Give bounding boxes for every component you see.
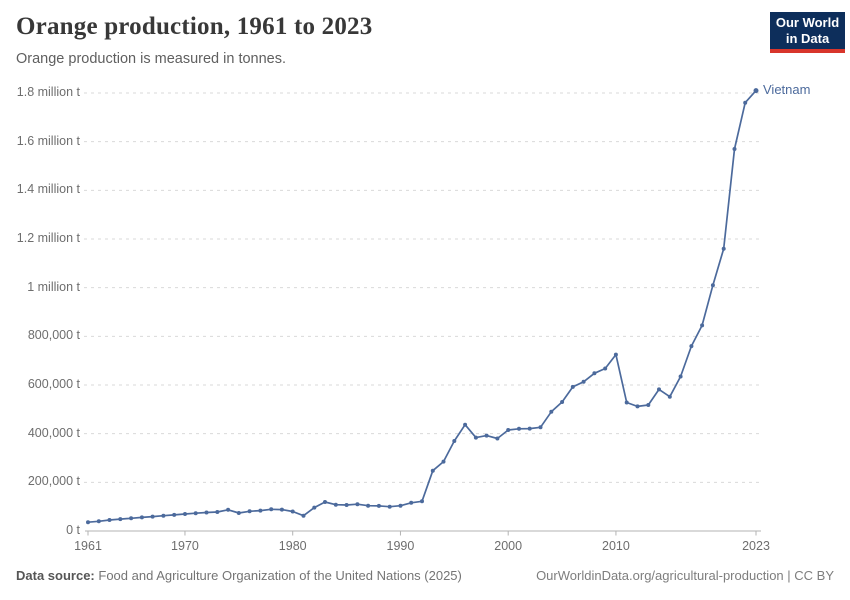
x-tick-label: 2010: [602, 539, 630, 553]
y-tick-label: 1 million t: [27, 279, 80, 294]
data-source-text: Food and Agriculture Organization of the…: [98, 568, 462, 583]
series-label-vietnam[interactable]: Vietnam: [763, 81, 811, 97]
y-tick-label: 1.8 million t: [16, 85, 80, 99]
x-tick-label: 1961: [74, 539, 102, 553]
y-tick-label: 1.4 million t: [16, 182, 80, 197]
owid-logo-line1: Our World: [775, 14, 840, 30]
y-tick-label: 200,000 t: [27, 474, 80, 489]
data-source: Data source: Food and Agriculture Organi…: [16, 568, 462, 583]
page-title: Orange production, 1961 to 2023: [16, 13, 373, 40]
y-tick-label: 1.6 million t: [16, 133, 80, 148]
x-tick-label: 1980: [278, 539, 307, 553]
data-source-label: Data source:: [16, 568, 95, 583]
y-tick-label: 400,000 t: [27, 425, 80, 440]
x-tick-label: 1970: [171, 539, 199, 553]
y-tick-label: 800,000 t: [27, 328, 80, 343]
x-tick-label: 1990: [386, 539, 415, 553]
owid-logo-line2: in Data: [785, 30, 830, 46]
owid-logo[interactable]: Our World in Data: [770, 12, 845, 53]
y-tick-label: 0 t: [66, 523, 80, 537]
chart-subtitle: Orange production is measured in tonnes.: [16, 51, 287, 67]
credit-link[interactable]: OurWorldinData.org/agricultural-producti…: [536, 568, 834, 583]
y-tick-label: 1.2 million t: [16, 231, 80, 245]
y-tick-label: 600,000 t: [27, 377, 80, 391]
x-tick-label: 2000: [494, 539, 523, 553]
x-tick-label: 2023: [742, 539, 770, 553]
